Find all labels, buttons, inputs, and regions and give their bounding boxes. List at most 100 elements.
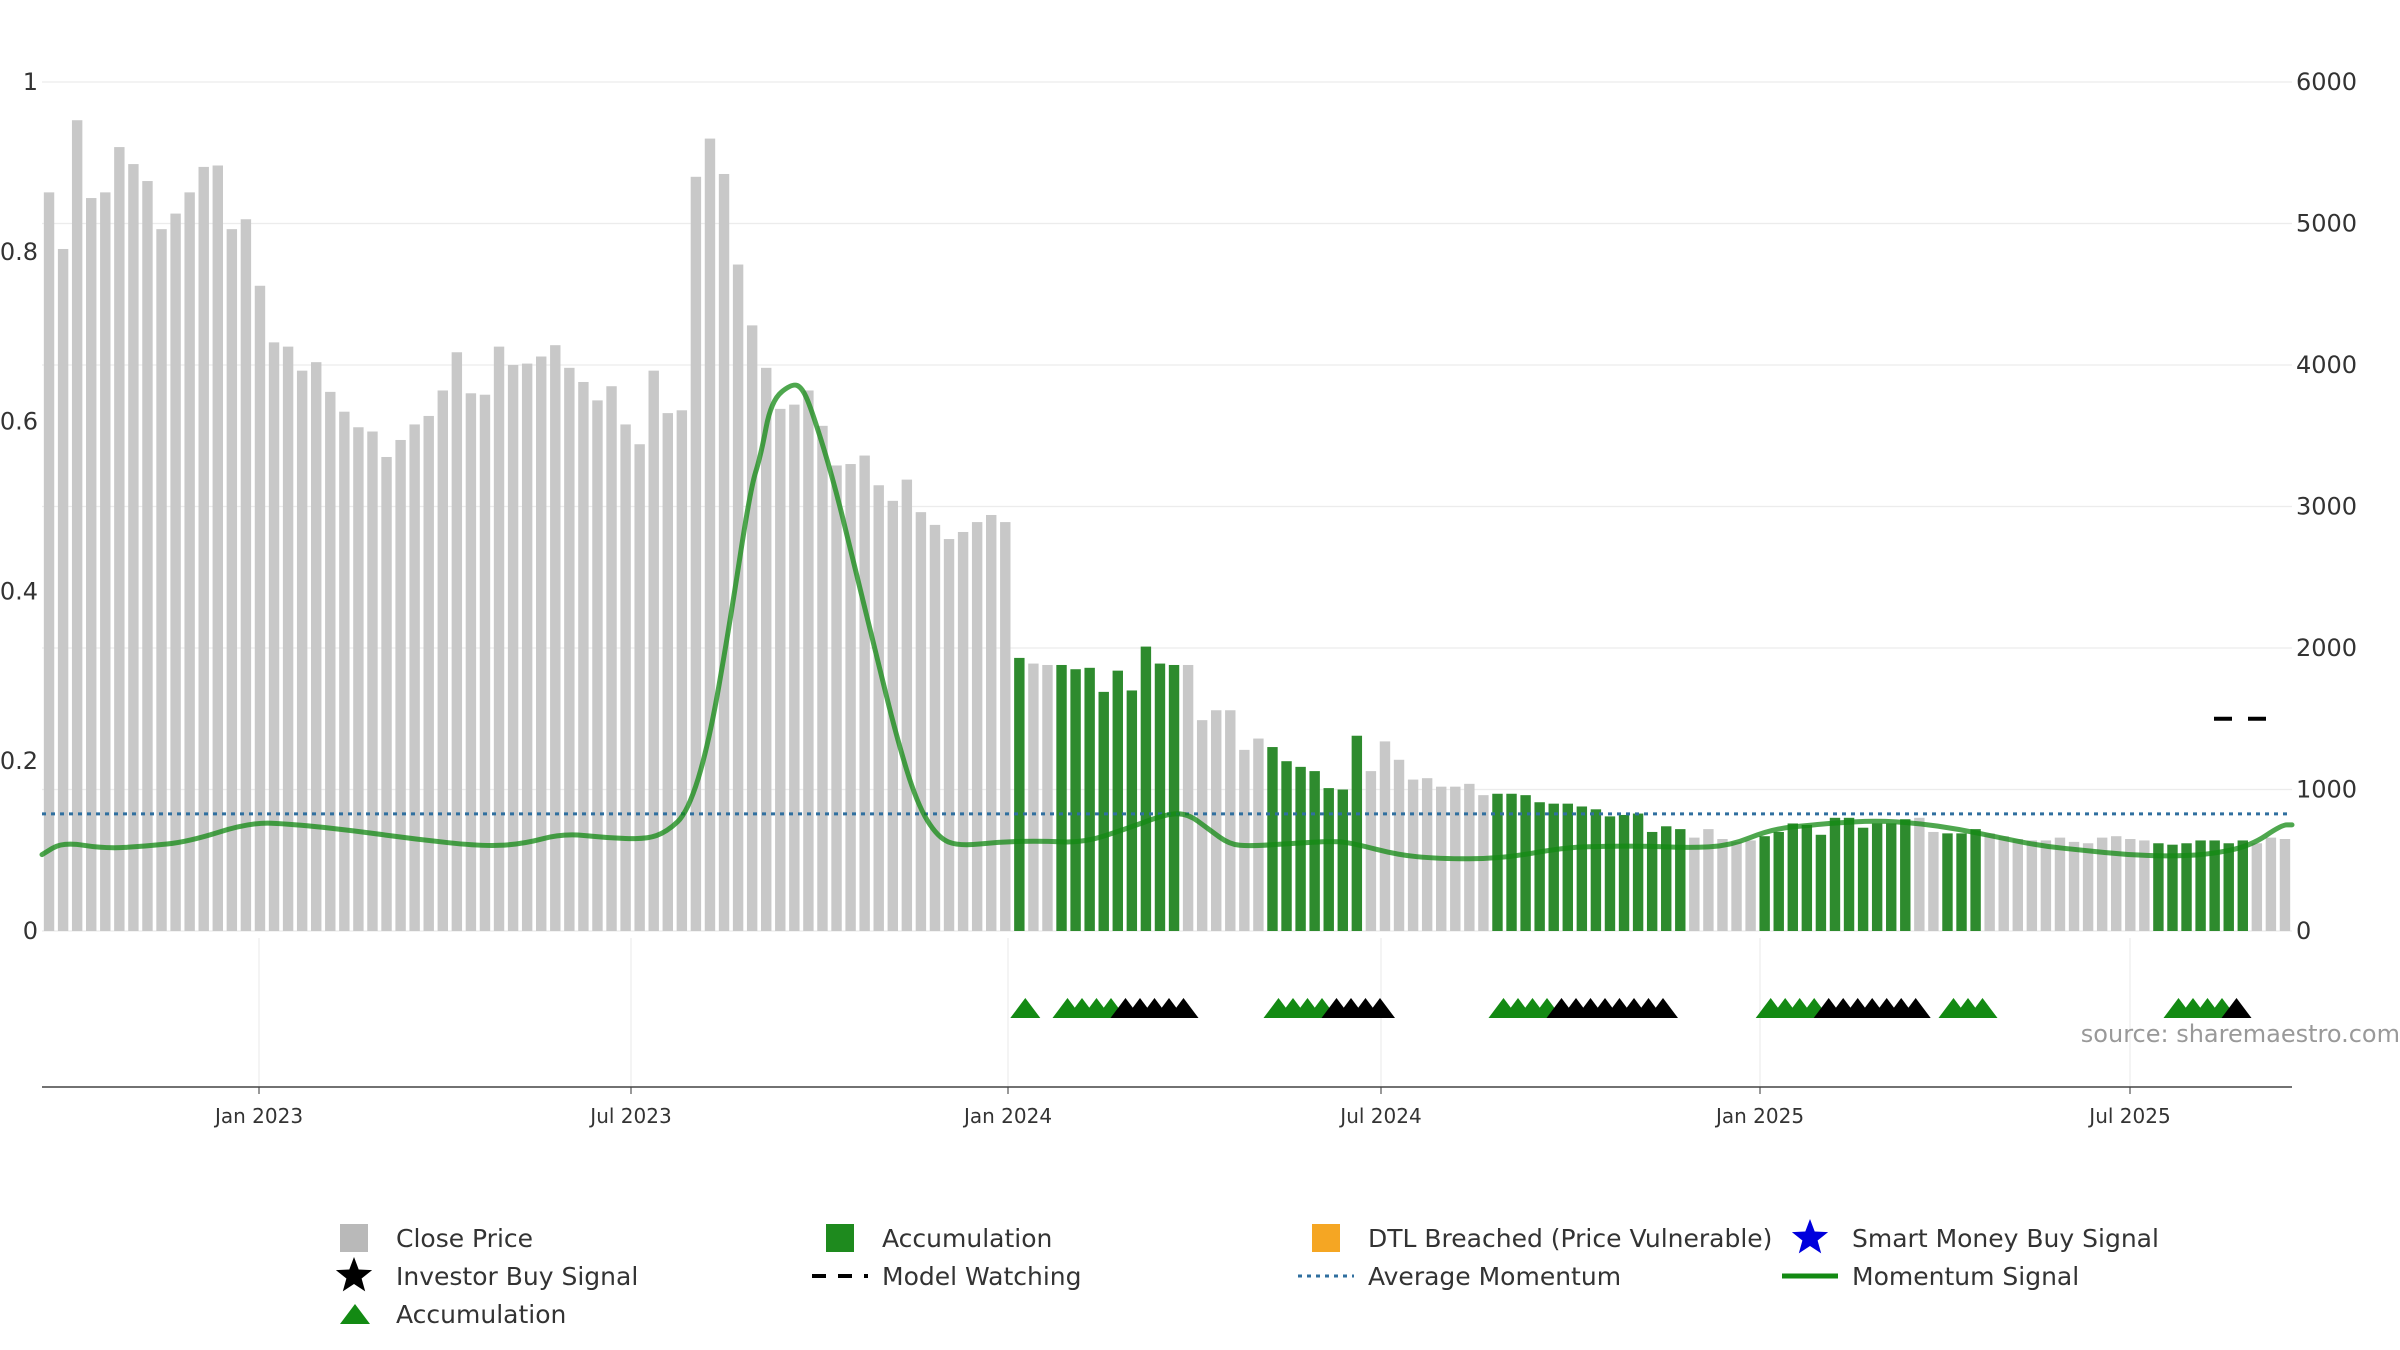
accumulation-bar [2209,840,2220,931]
y-left-tick-label: 0.2 [0,747,38,775]
y-right-tick-label: 5000 [2296,210,2357,238]
close-price-bar [353,427,364,931]
close-price-bar [325,391,336,931]
close-price-bar [718,173,730,932]
close-price-bar [1000,522,1011,931]
accumulation-bar [1492,793,1503,931]
close-price-bar [1225,710,1236,931]
legend-item: Close Price [340,1224,533,1253]
close-price-bar [296,370,308,931]
accumulation-bar [1646,831,1658,931]
close-price-bar [1028,663,1039,931]
momentum-lines [39,382,2295,862]
close-price-bar [1478,795,1489,931]
accumulation-bar [1267,747,1278,931]
close-price-bar [423,415,434,931]
legend-item: Investor Buy Signal [335,1257,638,1292]
close-price-bar [957,531,969,931]
close-price-bar [198,166,209,931]
close-price-bar [550,345,561,931]
close-price-bar [2279,839,2291,931]
close-price-bar [521,363,533,932]
close-price-bar [1042,664,1053,931]
y-right-tick-label: 6000 [2296,68,2357,96]
investor-triangle [1648,998,1678,1018]
close-price-bar [1421,778,1433,931]
close-price-bar [212,165,223,932]
accumulation-bar [1126,690,1138,931]
axes: 0 0.2 0.4 0.6 0.8 1 0 1000 2000 3000 4000 5000 6000 J… [0,68,2357,1128]
accumulation-bar [2195,840,2206,931]
close-price-bar [704,138,716,932]
accumulation-bar [1548,803,1559,931]
investor-triangle [1168,998,1199,1018]
close-price-bar [831,465,842,931]
close-price-bar [859,455,870,931]
close-price-bar [57,248,69,932]
close-price-bar [929,524,941,931]
watermark: source: sharemaestro.com [2081,1020,2400,1048]
close-price-bar [268,342,280,931]
accumulation-bar [2153,843,2164,931]
accumulation-bar [1801,824,1813,932]
legend-label: DTL Breached (Price Vulnerable) [1368,1224,1772,1253]
momentum-signal-line [39,382,2295,862]
y-left-tick-label: 0.8 [0,238,38,266]
accumulation-bar [1900,819,1911,931]
close-price-bar [2026,840,2038,931]
legend-label: Accumulation [396,1300,566,1329]
accumulation-bar [1886,823,1897,931]
close-price-bar [1703,829,1714,931]
close-price-bar [71,120,83,931]
y-right-tick-label: 4000 [2296,351,2357,379]
close-price-bar [1984,833,1995,931]
accumulation-bar [1632,813,1644,931]
close-price-bar [803,390,814,932]
close-price-bar [873,485,884,931]
legend-item: DTL Breached (Price Vulnerable) [1312,1224,1772,1253]
close-price-bar [311,362,322,931]
close-price-bar [901,479,913,931]
grid [42,81,2292,1087]
accumulation-bar [1675,829,1686,931]
close-price-bar [1928,831,1939,931]
accumulation-bar [1956,833,1967,931]
legend-triangle-icon [340,1304,370,1324]
accumulation-bar [1815,834,1827,931]
close-price-bar [1745,840,1756,931]
close-price-bar [620,424,631,931]
close-price-bar [465,393,477,931]
close-price-bar [2125,839,2136,931]
accumulation-bar [2167,844,2178,931]
close-price-bar [437,390,448,932]
x-tick-label: Jan 2025 [1714,1104,1804,1128]
legend-item: Momentum Signal [1782,1262,2079,1291]
close-price-bar [845,464,856,931]
close-price-bar [184,192,195,931]
close-price-bar [43,192,55,931]
close-price-bar [226,229,238,931]
close-price-bar [2040,840,2052,931]
legend: Close Price Accumulation DTL Breached (Pri… [335,1219,2159,1329]
accumulation-bar [1084,667,1095,931]
close-price-bar [86,198,97,931]
x-tick-label: Jul 2024 [1338,1104,1421,1128]
close-price-bar [1379,741,1391,931]
close-price-bar [1253,738,1264,931]
close-price-bar [381,456,392,931]
accumulation-bar [1070,669,1081,931]
close-price-bar [817,425,828,931]
accumulation-bar [1661,826,1672,931]
close-price-bar [943,539,955,931]
close-price-bar [170,213,181,932]
accumulation-bar [2223,843,2234,931]
investor-triangle [2221,998,2252,1018]
close-price-bar [775,408,786,931]
accumulation-bar [1014,657,1025,931]
legend-label: Average Momentum [1368,1262,1621,1291]
close-price-bar [2012,839,2023,931]
accumulation-bar [2237,840,2248,931]
close-price-bar [536,356,547,931]
investor-triangle [1365,998,1395,1018]
